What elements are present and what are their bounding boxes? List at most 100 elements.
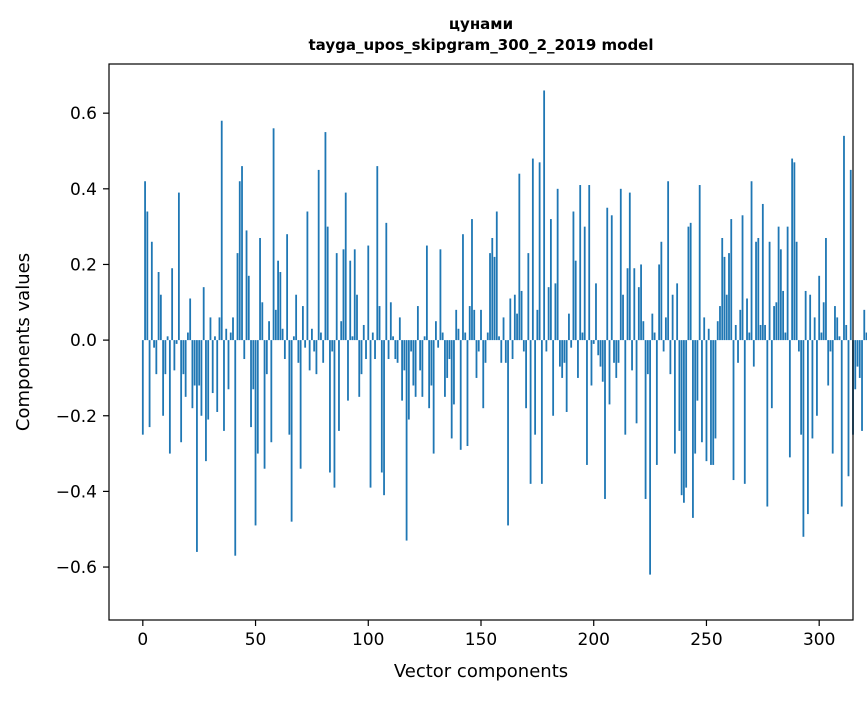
bar-171 bbox=[527, 253, 530, 341]
y-tick-label: −0.6 bbox=[56, 558, 97, 578]
bar-75 bbox=[311, 328, 313, 341]
bar-31 bbox=[211, 340, 214, 394]
bar-132 bbox=[439, 249, 442, 341]
bar-120 bbox=[412, 340, 415, 386]
bar-249 bbox=[703, 317, 706, 341]
bar-155 bbox=[491, 237, 494, 341]
bar-239 bbox=[680, 340, 683, 496]
bar-201 bbox=[595, 283, 597, 341]
bar-156 bbox=[493, 256, 496, 341]
bar-51 bbox=[256, 340, 259, 454]
y-axis-ticks: 0.6 0.4 0.2 0.0 −0.2 −0.4 −0.6 bbox=[56, 104, 109, 578]
bar-153 bbox=[486, 332, 489, 341]
bar-1 bbox=[144, 181, 146, 341]
bar-187 bbox=[563, 340, 566, 363]
bar-225 bbox=[649, 340, 651, 575]
bar-304 bbox=[827, 340, 830, 386]
bar-127 bbox=[428, 340, 431, 409]
bar-194 bbox=[579, 185, 582, 341]
bar-177 bbox=[540, 340, 543, 484]
bar-306 bbox=[831, 340, 834, 454]
bar-59 bbox=[274, 309, 277, 341]
bar-37 bbox=[225, 328, 228, 341]
bar-272 bbox=[755, 241, 757, 341]
bar-73 bbox=[306, 211, 309, 341]
bar-95 bbox=[356, 294, 358, 341]
bar-23 bbox=[193, 340, 196, 386]
bar-289 bbox=[793, 162, 796, 341]
bar-68 bbox=[295, 294, 298, 341]
bar-275 bbox=[761, 203, 764, 341]
bar-19 bbox=[184, 340, 187, 397]
bar-297 bbox=[811, 340, 814, 439]
y-tick-label: −0.2 bbox=[56, 407, 97, 427]
bar-77 bbox=[315, 340, 318, 375]
bar-206 bbox=[606, 207, 609, 341]
bar-58 bbox=[272, 128, 275, 341]
bar-301 bbox=[820, 332, 823, 341]
bar-15 bbox=[175, 340, 178, 344]
bar-229 bbox=[658, 264, 661, 341]
bar-300 bbox=[818, 275, 821, 341]
bar-169 bbox=[522, 340, 525, 352]
bar-246 bbox=[696, 340, 699, 401]
bar-71 bbox=[301, 306, 304, 341]
bar-252 bbox=[710, 340, 712, 465]
bar-145 bbox=[468, 306, 471, 341]
bar-110 bbox=[389, 302, 392, 341]
bar-273 bbox=[757, 237, 760, 341]
bar-9 bbox=[162, 340, 165, 416]
bar-231 bbox=[662, 340, 665, 352]
bar-20 bbox=[187, 332, 189, 341]
bar-242 bbox=[687, 226, 690, 341]
bar-65 bbox=[288, 340, 291, 435]
y-tick-label: 0.0 bbox=[70, 331, 97, 351]
bar-138 bbox=[453, 340, 455, 405]
bar-35 bbox=[220, 120, 223, 341]
bar-54 bbox=[263, 340, 266, 469]
bar-230 bbox=[660, 241, 663, 341]
bar-64 bbox=[286, 234, 289, 341]
bar-48 bbox=[250, 340, 252, 428]
bar-313 bbox=[847, 340, 850, 477]
bar-288 bbox=[791, 158, 794, 341]
bar-34 bbox=[218, 317, 221, 341]
bar-151 bbox=[482, 340, 485, 409]
bar-191 bbox=[572, 211, 575, 341]
bar-149 bbox=[477, 340, 480, 352]
bar-164 bbox=[511, 340, 514, 360]
bar-251 bbox=[707, 328, 710, 341]
bar-285 bbox=[784, 332, 787, 341]
bar-112 bbox=[394, 340, 397, 360]
bar-85 bbox=[333, 340, 336, 488]
bar-90 bbox=[344, 192, 347, 341]
bar-104 bbox=[376, 166, 379, 341]
bar-22 bbox=[191, 340, 194, 409]
bar-38 bbox=[227, 340, 230, 390]
bar-52 bbox=[259, 237, 261, 341]
bar-168 bbox=[520, 290, 523, 341]
bar-159 bbox=[500, 340, 503, 363]
bar-6 bbox=[155, 340, 158, 375]
bar-208 bbox=[610, 215, 613, 341]
bar-84 bbox=[331, 340, 334, 352]
bar-271 bbox=[752, 340, 755, 367]
bar-72 bbox=[304, 340, 307, 348]
bar-250 bbox=[705, 340, 708, 462]
bar-221 bbox=[640, 264, 642, 341]
bar-259 bbox=[725, 294, 728, 341]
bar-113 bbox=[396, 340, 399, 363]
bar-61 bbox=[279, 272, 282, 341]
bar-211 bbox=[617, 340, 620, 363]
bar-11 bbox=[166, 336, 169, 341]
bar-195 bbox=[581, 332, 584, 341]
bar-69 bbox=[297, 340, 300, 363]
bar-175 bbox=[536, 309, 539, 341]
bar-261 bbox=[730, 219, 733, 341]
bar-67 bbox=[292, 336, 295, 341]
bar-125 bbox=[423, 336, 426, 341]
bar-209 bbox=[613, 340, 615, 363]
bar-204 bbox=[601, 340, 604, 382]
